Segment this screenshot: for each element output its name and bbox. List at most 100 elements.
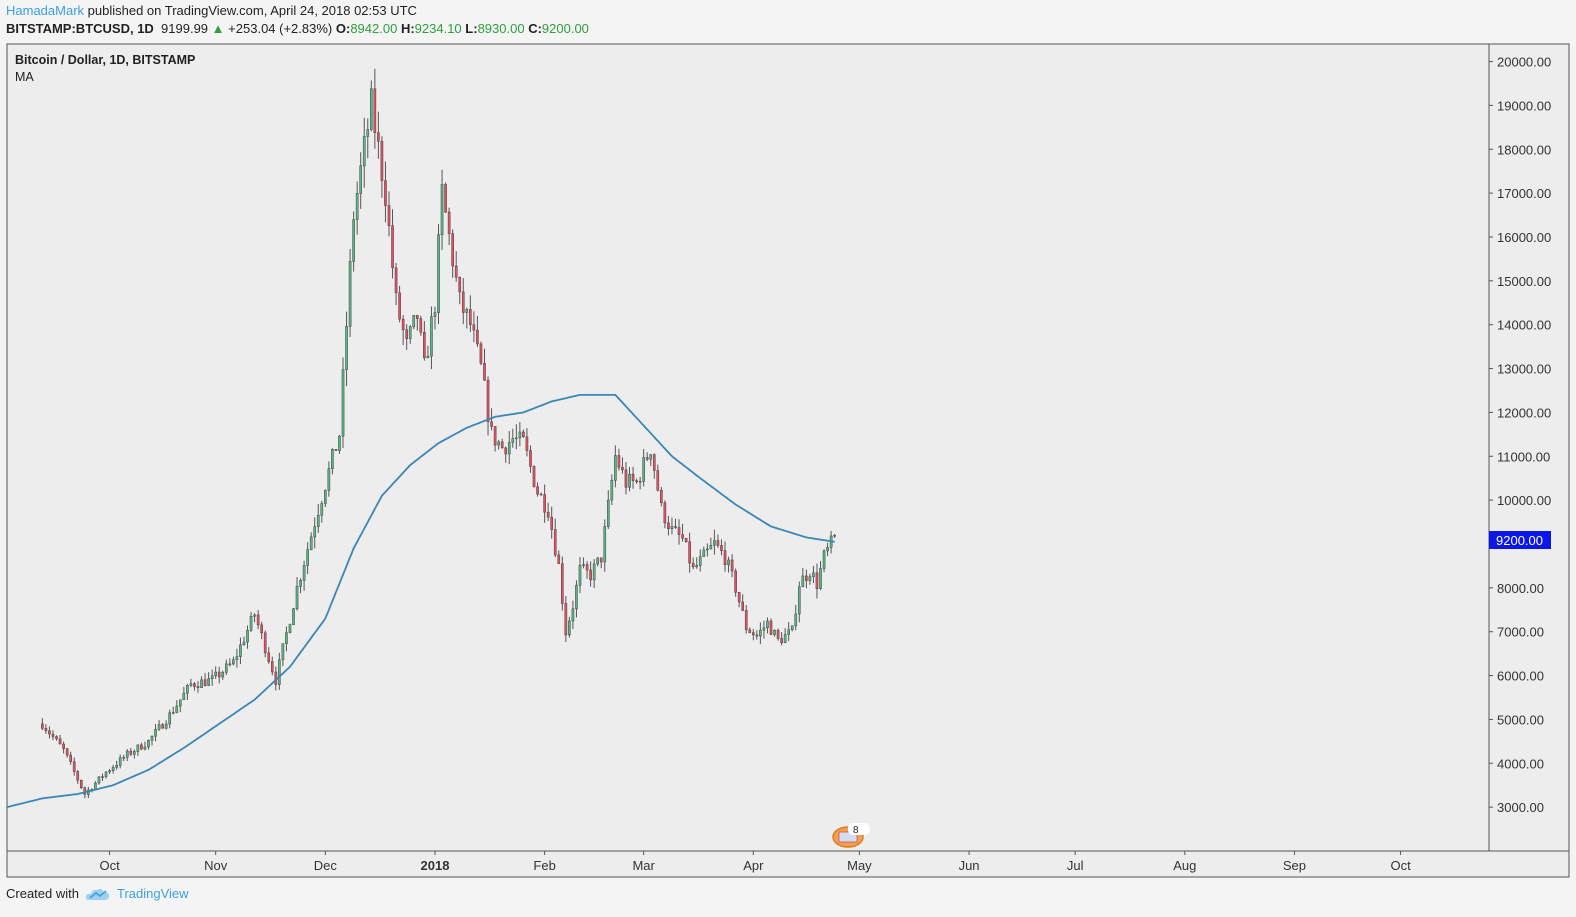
y-tick-label: 11000.00 [1497,449,1550,464]
x-tick-label: Jun [959,858,980,873]
candle-body [207,678,210,686]
y-tick-label: 13000.00 [1497,362,1551,377]
candle [805,569,808,589]
candle-body [773,630,776,635]
candle [783,628,787,644]
candle [62,741,65,754]
candle [624,462,628,495]
candle-body [737,592,741,603]
candle-body [550,516,554,530]
candle [486,376,490,436]
candle-body [780,638,783,644]
candle-body [794,613,798,627]
price-axis[interactable] [1488,43,1570,852]
candle-body [168,712,172,725]
candle-body [430,316,433,357]
candle-body [108,770,111,773]
candle [723,541,727,572]
x-tick-label: Feb [533,858,555,873]
candle-body [596,557,599,565]
candle [504,446,508,463]
candle-body [635,480,638,482]
candle [246,625,249,649]
candle-body [458,277,462,293]
candle [256,609,260,630]
candle-body [525,436,529,451]
tradingview-link[interactable]: TradingView [85,886,189,901]
candle-body [734,570,737,593]
candle-body [808,576,812,581]
candle [394,263,398,306]
candle-body [723,550,727,566]
candle-body [401,318,405,330]
candle [479,341,483,366]
y-tick-label: 17000.00 [1497,186,1551,201]
candle-body [334,449,338,451]
candle-body [263,632,267,654]
candle-body [706,548,709,551]
candle-body [578,565,582,586]
time-axis[interactable] [6,850,1570,878]
candle-body [299,580,302,587]
candle [585,561,589,579]
candle [69,751,72,765]
candle [507,431,511,465]
candle [599,557,603,569]
candle [617,448,621,471]
candle-body [497,441,500,446]
candle-body [667,522,670,530]
candle-body [253,614,256,617]
candle-body [451,233,454,267]
published-text: published on TradingView.com, April 24, … [84,3,417,18]
candle [391,209,394,279]
candle [239,637,242,665]
candle-body [444,184,447,213]
candle-body [76,771,80,781]
y-tick-label: 10000.00 [1497,493,1551,508]
candle [674,518,677,529]
candle-body [727,559,730,566]
candle [327,461,331,497]
candle [780,631,783,646]
candle-body [140,744,143,750]
candle [656,464,660,492]
y-tick-label: 7000.00 [1497,625,1544,640]
candle [440,169,444,251]
candle-body [801,575,805,588]
candle [140,742,143,750]
x-tick-label: Apr [743,858,764,873]
events-badge[interactable]: 8 [832,823,870,848]
candle-body [221,672,225,678]
candle-body [327,468,331,491]
candle-body [575,584,578,610]
candle-body [366,129,370,137]
candle [249,612,253,632]
candle [316,504,320,533]
candle [288,623,292,634]
candle-body [210,675,214,679]
candle [606,490,610,530]
candle [759,622,762,645]
candle [797,581,801,623]
candle [642,449,645,487]
candle [815,563,819,599]
candle [755,630,759,640]
y-tick-label: 5000.00 [1497,712,1544,727]
candle-body [377,132,380,142]
candle [638,476,642,490]
chart-title: Bitcoin / Dollar, 1D, BITSTAMP [15,53,195,67]
author-link[interactable]: HamadaMark [6,3,85,18]
candle [652,453,656,479]
candle-body [115,764,118,768]
candle [589,561,592,587]
candle [122,754,126,762]
indicator-label[interactable]: MA [15,70,34,84]
candle-body [408,326,412,339]
candle [578,556,582,594]
candle [214,666,217,679]
plot-area[interactable] [6,43,1490,852]
candle-body [232,659,235,665]
candle-body [118,757,122,766]
candle [720,539,723,556]
